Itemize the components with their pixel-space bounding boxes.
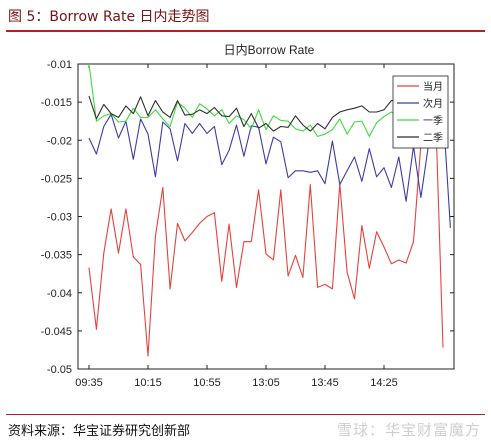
footer-rule bbox=[6, 414, 485, 415]
legend-box bbox=[392, 75, 449, 149]
x-tick-label: 10:15 bbox=[134, 377, 162, 389]
chart-title: 日内Borrow Rate bbox=[224, 43, 315, 57]
figure-header: 图 5：Borrow Rate 日内走势图 bbox=[8, 9, 210, 25]
y-tick-label: -0.015 bbox=[41, 97, 72, 109]
x-axis: 09:35 10:15 10:55 13:05 13:45 14:25 bbox=[75, 64, 398, 389]
y-tick-label: -0.025 bbox=[41, 173, 72, 185]
watermark: 雪球：华宝财富魔方 bbox=[336, 421, 481, 439]
x-tick-label: 13:45 bbox=[311, 377, 339, 389]
y-tick-label: -0.03 bbox=[47, 212, 72, 224]
legend-label: 次月 bbox=[423, 97, 443, 110]
series-line-2 bbox=[88, 63, 444, 137]
x-tick-label: 09:35 bbox=[75, 377, 103, 389]
header-rule bbox=[6, 30, 485, 32]
y-tick-label: -0.02 bbox=[47, 135, 72, 147]
x-tick-label: 10:55 bbox=[193, 377, 221, 389]
series-line-3 bbox=[88, 95, 444, 132]
legend-label: 当月 bbox=[423, 80, 443, 93]
y-axis: -0.01 -0.015 -0.02 -0.025 -0.03 -0.035 -0.04 -0… bbox=[41, 59, 454, 376]
y-tick-label: -0.035 bbox=[41, 250, 72, 262]
source-note: 资料来源：华宝证券研究创新部 bbox=[8, 424, 191, 439]
x-tick-label: 13:05 bbox=[252, 377, 280, 389]
y-tick-label: -0.05 bbox=[47, 364, 72, 376]
y-tick-label: -0.045 bbox=[41, 326, 72, 338]
x-tick-label: 14:25 bbox=[370, 377, 398, 389]
series-line-1 bbox=[88, 109, 451, 228]
legend-label: 二季 bbox=[423, 132, 443, 144]
series-line-0 bbox=[88, 111, 444, 357]
series-lines bbox=[88, 63, 451, 357]
y-tick-label: -0.04 bbox=[47, 288, 72, 300]
y-tick-label: -0.01 bbox=[47, 59, 72, 71]
legend-label: 一季 bbox=[423, 115, 443, 127]
